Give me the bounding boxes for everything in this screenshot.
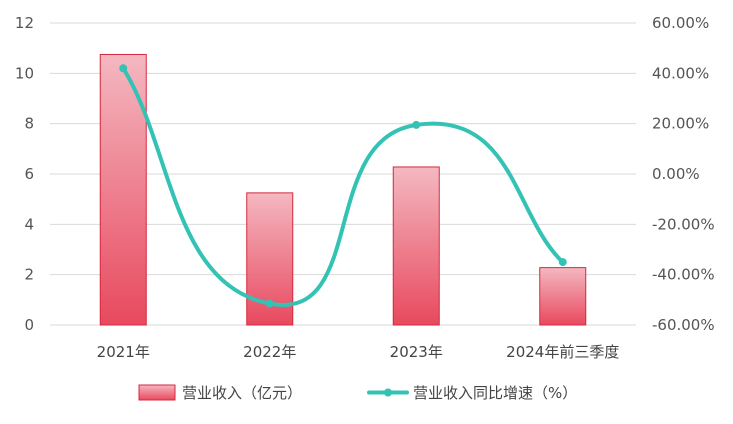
line-point <box>558 258 567 267</box>
left-tick-label: 4 <box>24 215 34 233</box>
line-point <box>265 299 274 308</box>
bar <box>392 166 440 326</box>
left-tick-label: 8 <box>24 115 34 133</box>
line-point <box>412 120 421 129</box>
bar-series <box>99 53 587 326</box>
right-tick-label: 60.00% <box>652 14 709 32</box>
line-series <box>119 64 567 308</box>
right-tick-label: 40.00% <box>652 64 709 82</box>
right-tick-label: -20.00% <box>652 215 715 233</box>
left-tick-label: 0 <box>24 316 34 334</box>
category-label: 2021年 <box>97 343 150 361</box>
legend-bar-label: 营业收入（亿元） <box>182 384 302 402</box>
right-tick-label: -60.00% <box>652 316 715 334</box>
left-axis-ticks: 0 2 4 6 8 10 12 <box>15 14 34 334</box>
growth-line <box>121 66 565 307</box>
category-labels: 2021年 2022年 2023年 2024年前三季度 <box>97 343 620 361</box>
left-tick-label: 12 <box>15 14 34 32</box>
left-tick-label: 2 <box>24 266 34 284</box>
legend-line-label: 营业收入同比增速（%） <box>413 384 577 402</box>
legend-bar-swatch <box>138 384 176 401</box>
category-label: 2023年 <box>390 343 443 361</box>
category-label: 2022年 <box>243 343 296 361</box>
bar <box>539 267 587 326</box>
legend-line-marker <box>384 388 392 397</box>
left-tick-label: 10 <box>15 64 34 82</box>
category-label: 2024年前三季度 <box>506 343 619 361</box>
right-tick-label: 20.00% <box>652 115 709 133</box>
right-axis-ticks: -60.00% -40.00% -20.00% 0.00% 20.00% 40.00% 60… <box>652 14 715 334</box>
left-tick-label: 6 <box>24 165 34 183</box>
line-point <box>119 64 128 73</box>
right-tick-label: -40.00% <box>652 266 715 284</box>
legend: 营业收入（亿元） 营业收入同比增速（%） <box>138 384 577 402</box>
right-tick-label: 0.00% <box>652 165 700 183</box>
